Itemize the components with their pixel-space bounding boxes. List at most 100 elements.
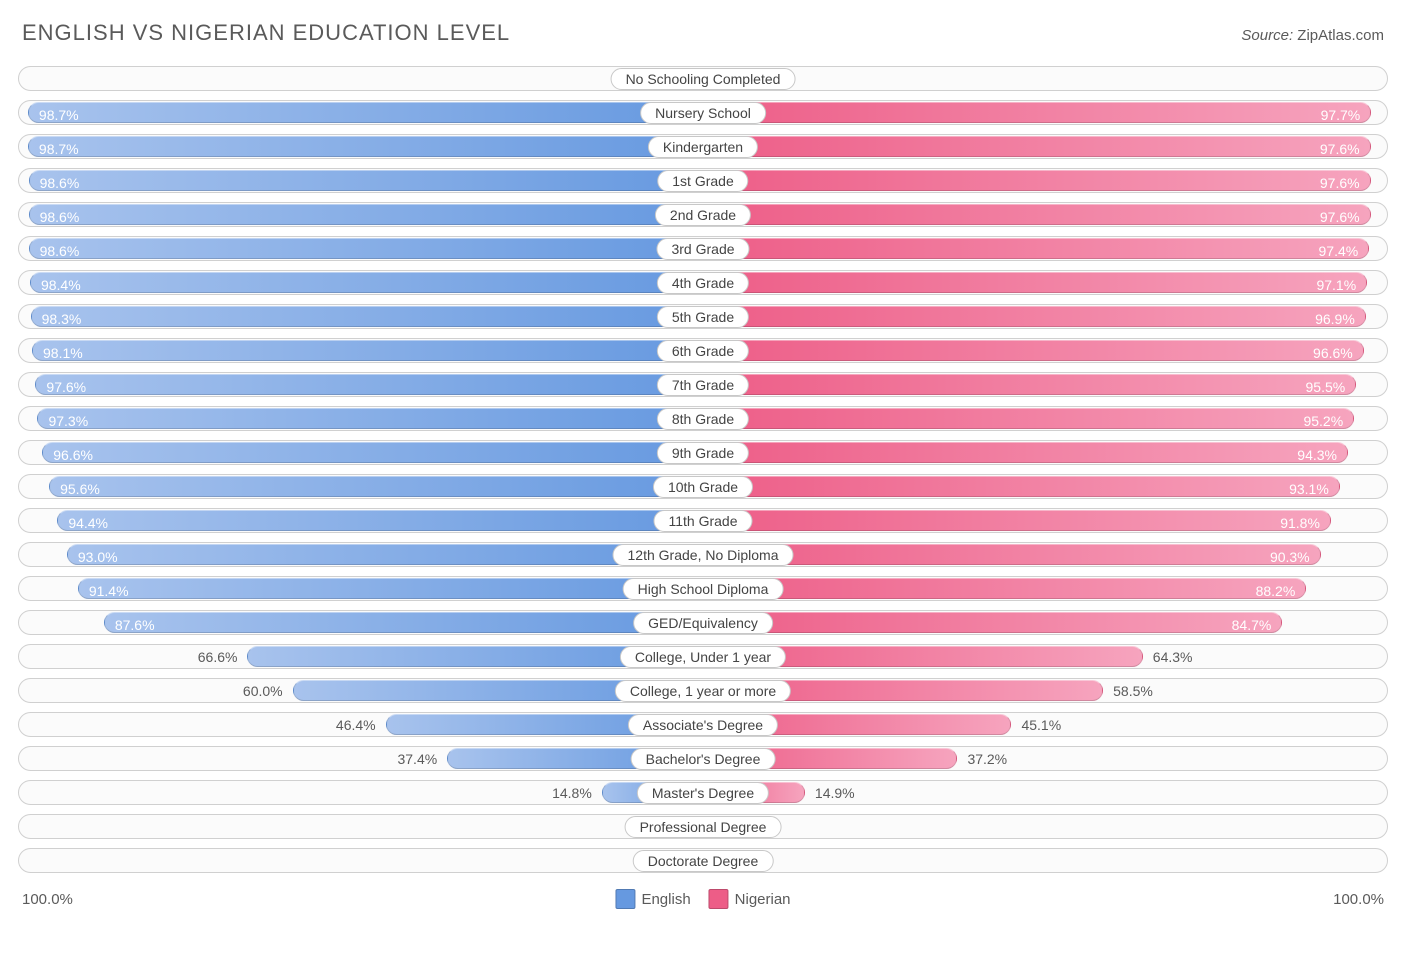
chart-row: 98.4%97.1%4th Grade	[18, 270, 1388, 295]
bar-nigerian: 96.6%	[703, 340, 1364, 361]
value-english: 91.4%	[79, 579, 139, 604]
category-label: 6th Grade	[657, 340, 749, 362]
bar-english: 98.4%	[30, 272, 703, 293]
value-nigerian: 95.5%	[1296, 375, 1356, 400]
chart-row: 96.6% 94.3% 9th Grade	[18, 440, 1388, 465]
category-label: 1st Grade	[657, 170, 748, 192]
value-nigerian: 97.4%	[1309, 239, 1369, 264]
value-nigerian: 64.3%	[1143, 645, 1203, 670]
value-nigerian: 94.3%	[1287, 443, 1347, 468]
source-value: ZipAtlas.com	[1297, 27, 1384, 44]
value-nigerian: 58.5%	[1103, 679, 1163, 704]
chart-row: 66.6%64.3%College, Under 1 year	[18, 644, 1388, 669]
chart-row: 93.0%90.3%12th Grade, No Diploma	[18, 542, 1388, 567]
bar-english: 98.7%	[28, 136, 703, 157]
chart-row: 37.4%37.2%Bachelor's Degree	[18, 746, 1388, 771]
value-english: 98.3%	[32, 307, 92, 332]
category-label: College, 1 year or more	[615, 680, 791, 702]
value-nigerian: 97.6%	[1310, 171, 1370, 196]
value-english: 98.1%	[33, 341, 93, 366]
value-english: 98.6%	[30, 239, 90, 264]
category-label: Professional Degree	[625, 816, 782, 838]
category-label: College, Under 1 year	[620, 646, 786, 668]
bar-english: 97.3%	[37, 408, 703, 429]
category-label: Nursery School	[640, 102, 766, 124]
chart-row: 87.6%84.7%GED/Equivalency	[18, 610, 1388, 635]
category-label: 9th Grade	[657, 442, 749, 464]
category-label: Doctorate Degree	[633, 850, 774, 872]
bar-english: 97.6%	[35, 374, 703, 395]
bar-english: 94.4%	[57, 510, 703, 531]
legend-item-english: English	[615, 889, 690, 909]
chart-row: 1.4%2.3%No Schooling Completed	[18, 66, 1388, 91]
chart-footer: 100.0% English Nigerian 100.0%	[16, 887, 1390, 911]
value-english: 14.8%	[542, 781, 602, 806]
bar-nigerian: 95.5%	[703, 374, 1356, 395]
category-label: Master's Degree	[637, 782, 769, 804]
chart-row: 98.6%97.6%2nd Grade	[18, 202, 1388, 227]
axis-max-left: 100.0%	[22, 891, 73, 908]
bar-nigerian: 97.6%	[703, 204, 1371, 225]
value-english: 98.7%	[29, 137, 89, 162]
bar-english: 98.1%	[32, 340, 703, 361]
value-nigerian: 97.6%	[1310, 137, 1370, 162]
category-label: Bachelor's Degree	[631, 748, 776, 770]
category-label: 12th Grade, No Diploma	[613, 544, 794, 566]
bar-nigerian: 97.1%	[703, 272, 1367, 293]
bar-english: 98.3%	[31, 306, 703, 327]
bar-nigerian: 88.2%	[703, 578, 1306, 599]
chart-row: 98.3%96.9%5th Grade	[18, 304, 1388, 329]
chart-row: 14.8% 14.9% Master's Degree	[18, 780, 1388, 805]
category-label: High School Diploma	[623, 578, 784, 600]
value-english: 46.4%	[326, 713, 386, 738]
bar-nigerian: 90.3%	[703, 544, 1321, 565]
legend-item-nigerian: Nigerian	[709, 889, 791, 909]
value-nigerian: 90.3%	[1260, 545, 1320, 570]
bar-nigerian: 97.6%	[703, 170, 1371, 191]
chart-row: 94.4% 91.8% 11th Grade	[18, 508, 1388, 533]
legend-swatch-english	[615, 889, 635, 909]
chart-row: 60.0%58.5%College, 1 year or more	[18, 678, 1388, 703]
legend: English Nigerian	[615, 889, 790, 909]
value-nigerian: 14.9%	[805, 781, 865, 806]
value-english: 98.7%	[29, 103, 89, 128]
category-label: 4th Grade	[657, 272, 749, 294]
category-label: 2nd Grade	[655, 204, 751, 226]
value-english: 98.6%	[30, 205, 90, 230]
source-attribution: Source: ZipAtlas.com	[1241, 27, 1384, 44]
value-nigerian: 91.8%	[1270, 511, 1330, 536]
legend-label-english: English	[641, 891, 690, 908]
chart-row: 4.4%4.2%Professional Degree	[18, 814, 1388, 839]
value-nigerian: 88.2%	[1246, 579, 1306, 604]
chart-row: 98.1%96.6%6th Grade	[18, 338, 1388, 363]
category-label: 5th Grade	[657, 306, 749, 328]
bar-nigerian: 96.9%	[703, 306, 1366, 327]
value-nigerian: 97.1%	[1306, 273, 1366, 298]
chart-title: ENGLISH VS NIGERIAN EDUCATION LEVEL	[22, 20, 510, 46]
value-english: 87.6%	[105, 613, 165, 638]
category-label: 11th Grade	[653, 510, 752, 532]
category-label: 3rd Grade	[656, 238, 749, 260]
value-english: 93.0%	[68, 545, 128, 570]
chart-row: 98.6%97.6%1st Grade	[18, 168, 1388, 193]
value-english: 94.4%	[58, 511, 118, 536]
source-label: Source:	[1241, 27, 1293, 44]
value-english: 98.6%	[30, 171, 90, 196]
bar-nigerian: 95.2%	[703, 408, 1354, 429]
chart-row: 91.4%88.2%High School Diploma	[18, 576, 1388, 601]
value-nigerian: 97.6%	[1310, 205, 1370, 230]
chart-rows: 1.4%2.3%No Schooling Completed 98.7% 97.7%…	[16, 66, 1390, 873]
legend-swatch-nigerian	[709, 889, 729, 909]
category-label: Kindergarten	[648, 136, 758, 158]
value-nigerian: 96.9%	[1305, 307, 1365, 332]
category-label: Associate's Degree	[628, 714, 778, 736]
legend-label-nigerian: Nigerian	[735, 891, 791, 908]
chart-row: 46.4%45.1%Associate's Degree	[18, 712, 1388, 737]
value-english: 96.6%	[43, 443, 103, 468]
chart-header: ENGLISH VS NIGERIAN EDUCATION LEVEL Sour…	[16, 20, 1390, 46]
axis-max-right: 100.0%	[1333, 891, 1384, 908]
value-nigerian: 97.7%	[1311, 103, 1371, 128]
bar-english: 96.6%	[42, 442, 703, 463]
category-label: No Schooling Completed	[611, 68, 796, 90]
bar-english: 98.7%	[28, 102, 703, 123]
